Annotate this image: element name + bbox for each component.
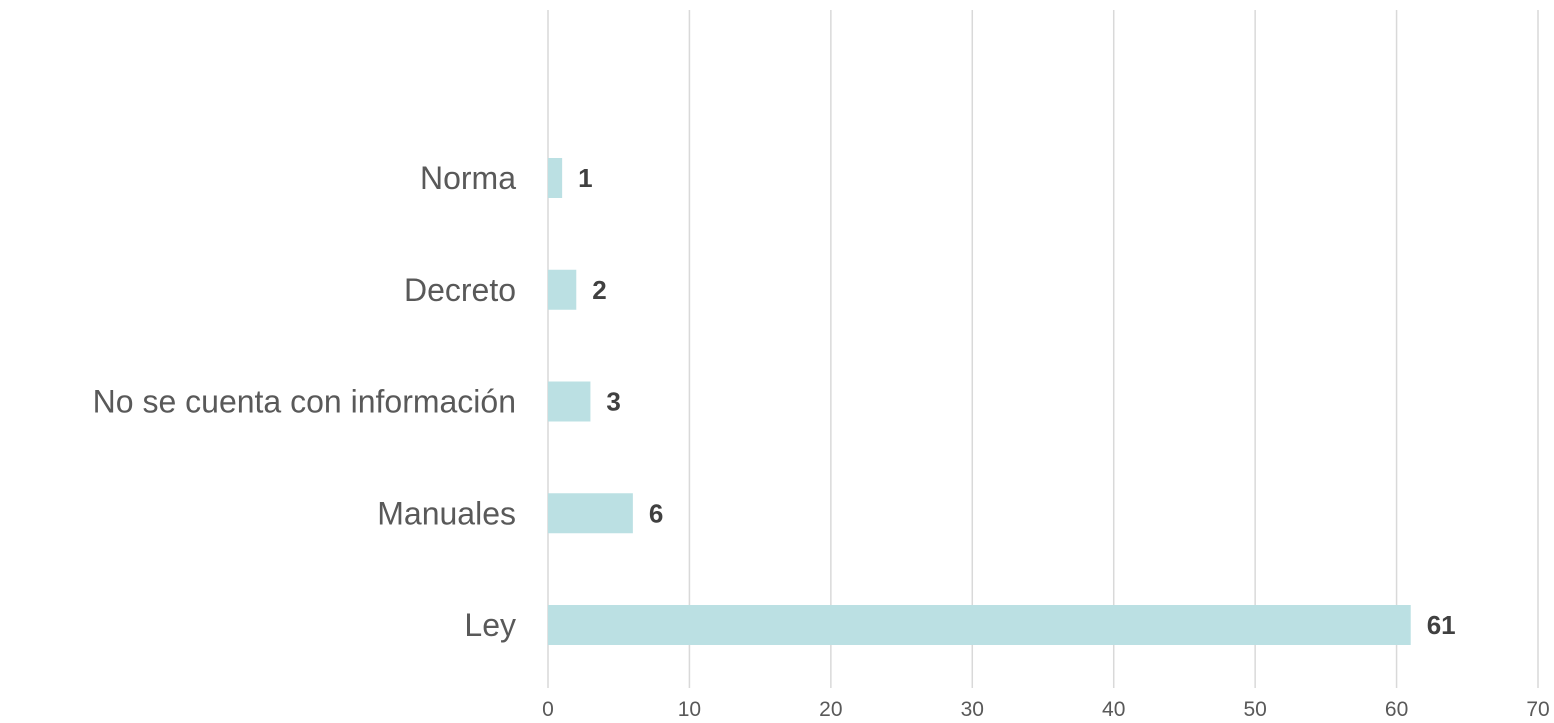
data-label: 6 [649,498,663,528]
x-tick-label: 40 [1102,698,1125,721]
category-label: Norma [420,160,516,196]
bars [548,158,1411,645]
gridlines [547,10,1539,688]
x-tick-label: 20 [819,698,842,721]
data-label: 61 [1427,610,1456,640]
x-tick-label: 50 [1243,698,1266,721]
category-label: No se cuenta con información [93,384,516,420]
x-axis-tick-labels: 0 10 20 30 40 50 60 70 [542,698,1550,721]
data-label: 3 [606,387,620,417]
bar-1 [548,269,577,310]
x-tick-label: 60 [1385,698,1408,721]
category-label: Decreto [404,272,516,308]
data-label: 2 [592,275,606,305]
category-label: Ley [464,607,516,643]
bar-4 [548,605,1411,645]
data-labels: 1 2 3 6 61 [578,163,1455,640]
x-tick-label: 30 [961,698,984,721]
category-label: Manuales [377,495,516,531]
bar-2 [548,381,591,422]
bar-3 [548,493,633,534]
x-tick-label: 0 [542,698,554,721]
bar-0 [548,158,563,198]
x-tick-label: 10 [678,698,701,721]
data-label: 1 [578,163,592,193]
x-tick-label: 70 [1526,698,1549,721]
category-labels: Norma Decreto No se cuenta con información… [93,160,517,643]
